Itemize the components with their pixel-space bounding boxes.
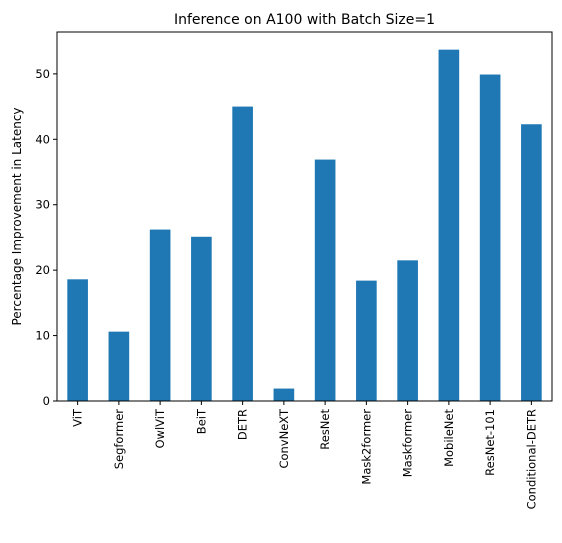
y-tick-label: 50 xyxy=(35,67,50,81)
x-tick-label: ViT xyxy=(71,408,85,427)
x-tick-label: BeiT xyxy=(194,408,208,434)
x-tick-label: ResNet xyxy=(318,409,332,450)
y-tick-label: 30 xyxy=(35,198,50,212)
bar-segformer xyxy=(108,331,130,401)
bar-resnet xyxy=(314,159,336,401)
y-tick-label: 0 xyxy=(43,394,50,408)
x-tick-label: Conditional-DETR xyxy=(524,409,538,509)
y-axis-label: Percentage Improvement in Latency xyxy=(10,107,24,325)
plot-frame xyxy=(56,31,553,402)
x-tick-label: Segformer xyxy=(112,409,126,470)
bar-maskformer xyxy=(397,260,418,401)
x-tick-label: ResNet-101 xyxy=(483,409,497,476)
x-tick-label: OwlViT xyxy=(153,408,167,448)
bar-detr xyxy=(232,106,253,401)
y-tick-label: 20 xyxy=(35,263,50,277)
chart-title: Inference on A100 with Batch Size=1 xyxy=(174,12,435,28)
bar-resnet-101 xyxy=(479,74,501,401)
y-axis: 0 10 20 30 40 50 xyxy=(35,67,57,408)
bar-vit xyxy=(67,279,88,401)
x-axis: ViT Segformer OwlViT BeiT DETR ConvNeXT ResNet… xyxy=(71,401,538,509)
x-tick-label: MobileNet xyxy=(442,409,456,467)
x-tick-label: Maskformer xyxy=(401,409,415,478)
bar-mask2former xyxy=(356,280,377,401)
x-tick-label: DETR xyxy=(236,409,250,440)
bar-beit xyxy=(191,236,212,401)
bar-conditional-detr xyxy=(521,124,542,401)
y-tick-label: 40 xyxy=(35,132,50,146)
bars-group xyxy=(67,49,542,402)
x-tick-label: Mask2former xyxy=(359,409,373,485)
bar-owlvit xyxy=(149,229,171,401)
bar-convnext xyxy=(273,388,295,401)
x-tick-label: ConvNeXT xyxy=(277,408,291,469)
bar-mobilenet xyxy=(438,49,460,402)
y-tick-label: 10 xyxy=(35,329,50,343)
